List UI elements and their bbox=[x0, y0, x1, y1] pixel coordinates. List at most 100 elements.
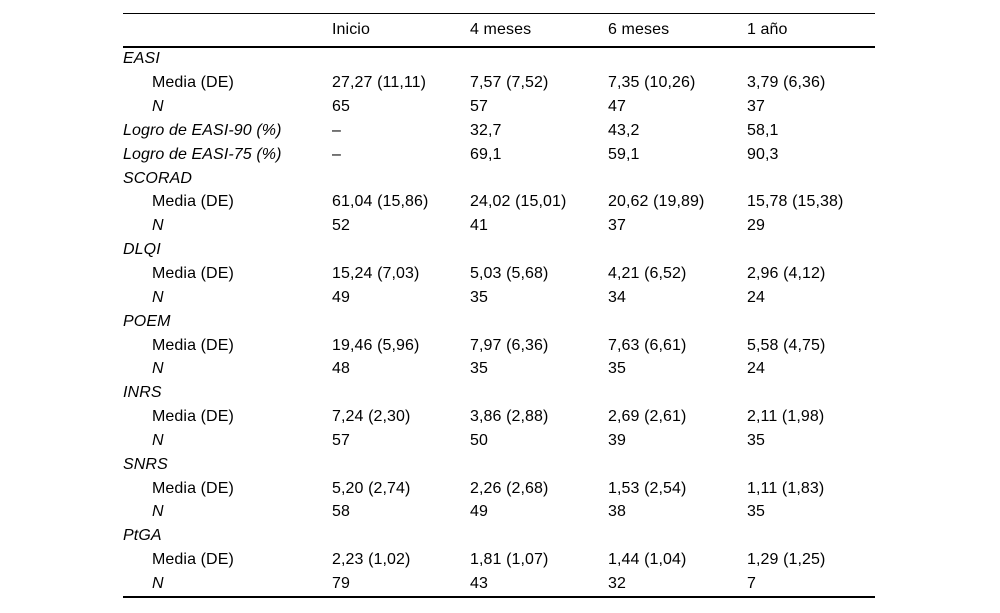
table-row: Logro de EASI-75 (%) – 69,1 59,1 90,3 bbox=[123, 143, 875, 167]
cell-value: 1,81 (1,07) bbox=[470, 551, 549, 569]
cell-value: 24 bbox=[747, 360, 765, 378]
table-row: Media (DE) 5,20 (2,74) 2,26 (2,68) 1,53 (2,… bbox=[123, 477, 875, 501]
cell-value: 7,97 (6,36) bbox=[470, 336, 549, 354]
table-row: Media (DE) 2,23 (1,02) 1,81 (1,07) 1,44 (1,… bbox=[123, 548, 875, 572]
cell-value: 43,2 bbox=[608, 121, 640, 139]
table-row: Media (DE) 19,46 (5,96) 7,97 (6,36) 7,63 (6… bbox=[123, 334, 875, 358]
cell-value: 49 bbox=[470, 503, 488, 521]
column-header: 1 año bbox=[747, 13, 875, 48]
row-label: N bbox=[152, 360, 164, 378]
table-row: N 49 35 34 24 bbox=[123, 286, 875, 310]
table-row: Logro de EASI-90 (%) – 32,7 43,2 58,1 bbox=[123, 119, 875, 143]
cell-value bbox=[608, 167, 747, 191]
cell-value: 5,03 (5,68) bbox=[470, 265, 549, 283]
cell-value bbox=[608, 453, 747, 477]
cell-value bbox=[470, 47, 608, 72]
cell-value: 7,24 (2,30) bbox=[332, 408, 411, 426]
cell-value bbox=[470, 453, 608, 477]
cell-value: 58 bbox=[332, 503, 350, 521]
column-header: Inicio bbox=[332, 13, 470, 48]
cell-value: 7,63 (6,61) bbox=[608, 336, 687, 354]
cell-value: 35 bbox=[747, 503, 765, 521]
cell-value: 27,27 (11,11) bbox=[332, 74, 427, 92]
cell-value bbox=[470, 524, 608, 548]
row-label: POEM bbox=[123, 312, 171, 330]
cell-value: 4,21 (6,52) bbox=[608, 265, 687, 283]
cell-value bbox=[747, 524, 875, 548]
cell-value bbox=[747, 310, 875, 334]
row-label: Logro de EASI-90 (%) bbox=[123, 121, 282, 139]
cell-value: 3,86 (2,88) bbox=[470, 408, 549, 426]
cell-value: 35 bbox=[470, 288, 488, 306]
row-label: N bbox=[152, 574, 164, 592]
cell-value: 38 bbox=[608, 503, 626, 521]
header-row: Inicio 4 meses 6 meses 1 año bbox=[123, 13, 875, 48]
cell-value: 1,53 (2,54) bbox=[608, 479, 687, 497]
cell-value bbox=[332, 47, 470, 72]
cell-value: 47 bbox=[608, 98, 626, 116]
row-label: Media (DE) bbox=[152, 265, 234, 283]
cell-value: 49 bbox=[332, 288, 350, 306]
row-label: Media (DE) bbox=[152, 408, 234, 426]
cell-value: 57 bbox=[332, 431, 350, 449]
row-label: Media (DE) bbox=[152, 74, 234, 92]
cell-value: 1,44 (1,04) bbox=[608, 551, 687, 569]
cell-value bbox=[608, 524, 747, 548]
column-header: 6 meses bbox=[608, 13, 747, 48]
cell-value: 37 bbox=[608, 217, 626, 235]
cell-value bbox=[332, 238, 470, 262]
cell-value: 32,7 bbox=[470, 121, 502, 139]
table-row: N 79 43 32 7 bbox=[123, 572, 875, 597]
cell-value: 1,11 (1,83) bbox=[747, 479, 825, 497]
row-label: EASI bbox=[123, 50, 160, 68]
table-row: Media (DE) 27,27 (11,11) 7,57 (7,52) 7,35 (… bbox=[123, 71, 875, 95]
cell-value: 52 bbox=[332, 217, 350, 235]
cell-value: 3,79 (6,36) bbox=[747, 74, 826, 92]
cell-value: 7,57 (7,52) bbox=[470, 74, 549, 92]
cell-value: 29 bbox=[747, 217, 765, 235]
cell-value: 7 bbox=[747, 574, 756, 592]
table-row: DLQI bbox=[123, 238, 875, 262]
cell-value: 58,1 bbox=[747, 121, 779, 139]
cell-value bbox=[608, 310, 747, 334]
cell-value bbox=[747, 238, 875, 262]
cell-value: 61,04 (15,86) bbox=[332, 193, 429, 211]
cell-value bbox=[747, 381, 875, 405]
cell-value: 2,26 (2,68) bbox=[470, 479, 549, 497]
cell-value: 65 bbox=[332, 98, 350, 116]
cell-value: 5,58 (4,75) bbox=[747, 336, 826, 354]
table-header: Inicio 4 meses 6 meses 1 año bbox=[123, 13, 875, 48]
cell-value: 1,29 (1,25) bbox=[747, 551, 826, 569]
cell-value: 5,20 (2,74) bbox=[332, 479, 411, 497]
row-label: Media (DE) bbox=[152, 551, 234, 569]
cell-value: 48 bbox=[332, 360, 350, 378]
cell-value: 39 bbox=[608, 431, 626, 449]
row-label: DLQI bbox=[123, 241, 161, 259]
cell-value: 69,1 bbox=[470, 145, 502, 163]
cell-value: 24 bbox=[747, 288, 765, 306]
table-row: Media (DE) 15,24 (7,03) 5,03 (5,68) 4,21 (6… bbox=[123, 262, 875, 286]
row-label: SNRS bbox=[123, 455, 168, 473]
cell-value: 35 bbox=[608, 360, 626, 378]
row-label: PtGA bbox=[123, 527, 162, 545]
column-header: 4 meses bbox=[470, 13, 608, 48]
cell-value: 41 bbox=[470, 217, 488, 235]
cell-value bbox=[332, 524, 470, 548]
row-label: Media (DE) bbox=[152, 336, 234, 354]
table-body: EASI Media (DE) 27,27 (11,11) 7,57 (7,52) 7,… bbox=[123, 47, 875, 597]
table-row: N 48 35 35 24 bbox=[123, 357, 875, 381]
cell-value bbox=[608, 381, 747, 405]
cell-value: 15,24 (7,03) bbox=[332, 265, 420, 283]
table-row: SCORAD bbox=[123, 167, 875, 191]
cell-value: 43 bbox=[470, 574, 488, 592]
row-label: SCORAD bbox=[123, 169, 193, 187]
cell-value: 24,02 (15,01) bbox=[470, 193, 567, 211]
row-label: Media (DE) bbox=[152, 479, 234, 497]
cell-value: 2,11 (1,98) bbox=[747, 408, 825, 426]
row-label: N bbox=[152, 503, 164, 521]
cell-value bbox=[332, 310, 470, 334]
cell-value: 2,23 (1,02) bbox=[332, 551, 411, 569]
row-label: N bbox=[152, 431, 164, 449]
cell-value bbox=[747, 167, 875, 191]
row-label: N bbox=[152, 98, 164, 116]
